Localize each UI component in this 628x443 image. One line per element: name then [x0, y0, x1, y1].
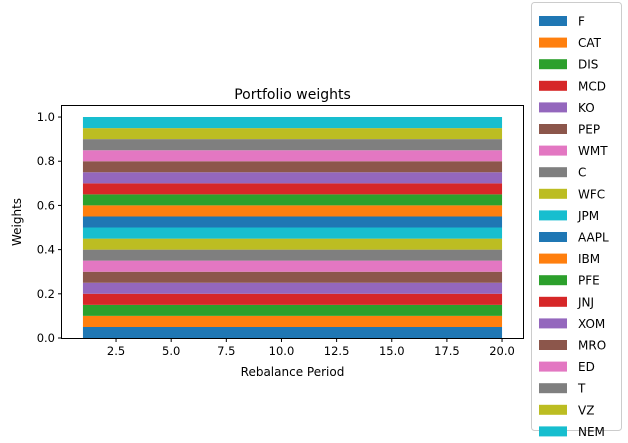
x-tick-label: 12.5 [324, 344, 350, 358]
y-tick-label: 0.0 [37, 331, 55, 345]
legend-swatch-mro [539, 340, 567, 350]
legend-label-jpm: JPM [577, 209, 599, 223]
y-tick-label: 1.0 [37, 110, 55, 124]
legend-label-jnj: JNJ [577, 295, 594, 309]
y-axis-ticks: 0.0 0.2 0.4 0.6 0.8 1.0 [37, 110, 62, 345]
x-axis-label: Rebalance Period [241, 365, 345, 379]
legend-label-ed: ED [578, 360, 595, 374]
legend-swatch-xom [539, 318, 567, 329]
area-jnj [82, 183, 503, 195]
legend-swatch-cat [539, 37, 567, 48]
area-cat [82, 315, 503, 327]
legend-swatch-f [539, 16, 567, 26]
area-ko [82, 282, 503, 294]
legend-label-cat: CAT [578, 36, 602, 50]
x-tick-label: 7.5 [217, 344, 235, 358]
legend-swatch-vz [539, 404, 567, 415]
plot-frame [61, 105, 524, 339]
y-tick-label: 0.8 [37, 154, 55, 168]
y-tick-label: 0.4 [37, 243, 55, 257]
legend-swatch-wmt [539, 145, 567, 156]
chart-title: Portfolio weights [234, 87, 351, 103]
x-tick-label: 20.0 [489, 344, 515, 358]
legend-swatch-pep [539, 124, 567, 134]
area-ibm [82, 205, 503, 217]
x-tick-label: 10.0 [269, 344, 295, 358]
x-axis-ticks: 2.5 5.0 7.5 10.0 12.5 15.0 17.5 20.0 [107, 338, 515, 358]
area-mro [82, 161, 503, 173]
area-vz [82, 128, 503, 140]
area-nem [82, 117, 503, 129]
legend-swatch-mcd [539, 80, 567, 91]
stacked-areas [82, 117, 503, 338]
legend-swatch-aapl [539, 232, 567, 242]
legend-label-wfc: WFC [578, 187, 605, 201]
y-tick-label: 0.6 [37, 198, 55, 212]
area-pep [82, 271, 503, 283]
area-xom [82, 172, 503, 184]
area-wfc [82, 238, 503, 250]
x-tick-label: 2.5 [107, 344, 125, 358]
legend-label-pfe: PFE [578, 274, 600, 288]
legend-swatch-jnj [539, 296, 567, 307]
x-tick-label: 17.5 [434, 344, 460, 358]
area-wmt [82, 260, 503, 272]
legend-label-mcd: MCD [578, 79, 606, 93]
area-t [82, 139, 503, 151]
legend-label-ibm: IBM [578, 252, 600, 266]
legend-swatch-t [539, 383, 567, 394]
legend-label-xom: XOM [578, 317, 605, 331]
legend-label-aapl: AAPL [578, 231, 609, 245]
legend-label-dis: DIS [578, 58, 598, 72]
legend-swatch-ibm [539, 253, 567, 264]
legend-label-wmt: WMT [578, 144, 608, 158]
area-ed [82, 150, 503, 162]
legend-swatch-dis [539, 59, 567, 70]
legend-swatch-wfc [539, 188, 567, 199]
legend-label-ko: KO [578, 101, 595, 115]
legend-swatch-nem [539, 426, 567, 437]
area-f [82, 326, 503, 338]
legend-swatch-jpm [539, 210, 567, 221]
area-mcd [82, 293, 503, 305]
legend-swatch-ko [539, 102, 567, 113]
legend-label-pep: PEP [578, 123, 600, 137]
legend: F CAT DIS MCD KO PEP WMT C WFC JPM AAPL IBM PFE JNJ XO… [531, 2, 622, 439]
legend-label-t: T [577, 382, 586, 396]
legend-label-f: F [578, 15, 585, 29]
legend-swatch-ed [539, 361, 567, 372]
area-dis [82, 304, 503, 316]
x-tick-label: 15.0 [379, 344, 405, 358]
x-tick-label: 5.0 [162, 344, 180, 358]
legend-label-vz: VZ [578, 403, 594, 417]
area-c [82, 249, 503, 261]
legend-label-mro: MRO [578, 339, 606, 353]
y-tick-label: 0.2 [37, 287, 55, 301]
area-aapl [82, 216, 503, 228]
legend-label-c: C [578, 166, 586, 180]
area-pfe [82, 194, 503, 206]
area-jpm [82, 227, 503, 239]
y-axis-label: Weights [10, 198, 24, 246]
legend-swatch-pfe [539, 275, 567, 286]
legend-label-nem: NEM [578, 425, 605, 439]
legend-swatch-c [539, 167, 567, 178]
